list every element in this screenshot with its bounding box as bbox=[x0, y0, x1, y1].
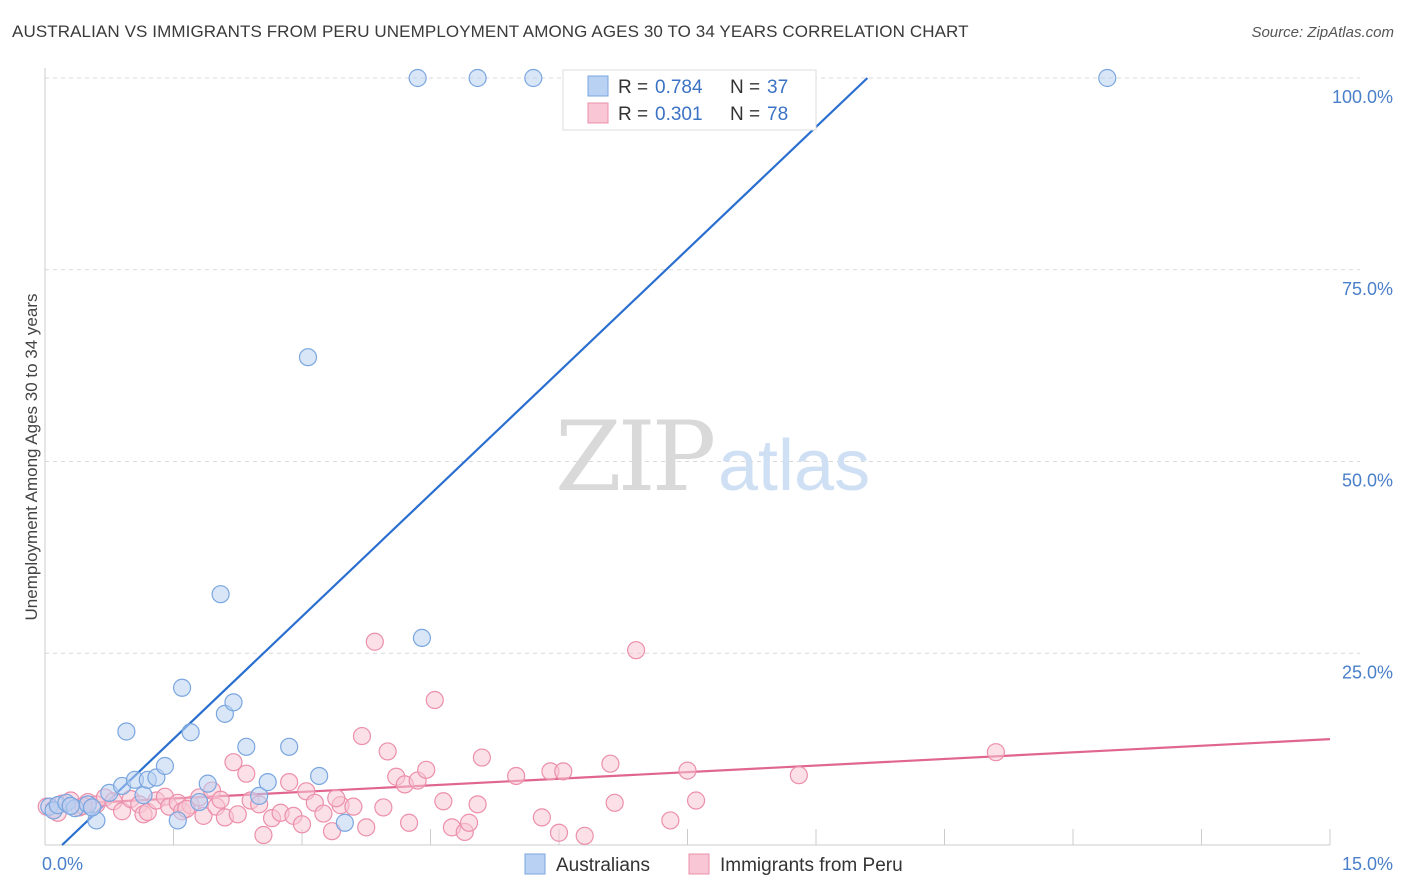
point-peru bbox=[280, 773, 299, 792]
legend-r-value-peru: 0.301 bbox=[655, 104, 703, 125]
point-peru bbox=[678, 761, 697, 780]
axis-labels: 25.0% 50.0% 75.0% 100.0% 0.0% 15.0% bbox=[42, 87, 1393, 874]
point-australians bbox=[258, 773, 277, 792]
point-australians bbox=[134, 786, 153, 805]
point-peru bbox=[357, 818, 376, 837]
point-peru bbox=[459, 813, 479, 832]
point-australians bbox=[408, 68, 427, 88]
point-australians bbox=[181, 723, 200, 742]
point-australians bbox=[412, 628, 432, 648]
point-peru bbox=[292, 815, 312, 834]
legend-r-label-peru: R = bbox=[618, 104, 648, 125]
point-australians bbox=[117, 722, 136, 741]
point-peru bbox=[228, 805, 247, 824]
point-australians bbox=[198, 774, 217, 793]
y-tick-label: 100.0% bbox=[1332, 87, 1393, 107]
watermark: ZIP atlas bbox=[555, 401, 870, 513]
legend-n-value-australians: 37 bbox=[767, 77, 788, 98]
legend-r-label-australians: R = bbox=[618, 77, 648, 98]
y-axis-label: Unemployment Among Ages 30 to 34 years bbox=[22, 294, 41, 621]
point-peru bbox=[254, 825, 273, 845]
point-peru bbox=[365, 632, 384, 651]
point-peru bbox=[378, 742, 397, 761]
point-australians bbox=[310, 766, 329, 786]
point-peru bbox=[352, 726, 372, 746]
point-peru bbox=[224, 753, 243, 772]
point-australians bbox=[237, 737, 256, 756]
point-peru bbox=[626, 641, 646, 660]
point-australians bbox=[155, 756, 175, 776]
legend-n-label-peru: N = bbox=[730, 104, 760, 125]
legend-r-value-australians: 0.784 bbox=[655, 77, 703, 98]
y-tick-label: 50.0% bbox=[1342, 471, 1393, 491]
legend: R = 0.784 N = 37 R = 0.301 N = 78 bbox=[562, 69, 817, 131]
point-australians bbox=[83, 798, 102, 817]
x-tick-label: 15.0% bbox=[1342, 854, 1393, 874]
point-peru bbox=[417, 760, 436, 779]
point-peru bbox=[314, 804, 333, 823]
point-australians bbox=[168, 811, 187, 830]
point-australians bbox=[280, 737, 299, 756]
legend-swatch-australians bbox=[587, 75, 609, 97]
point-peru bbox=[507, 766, 526, 786]
point-peru bbox=[399, 813, 419, 832]
point-peru bbox=[549, 823, 569, 842]
point-peru bbox=[434, 792, 453, 811]
point-peru bbox=[327, 789, 346, 808]
point-peru bbox=[374, 798, 393, 817]
point-peru bbox=[686, 791, 706, 810]
point-peru bbox=[532, 808, 551, 827]
point-peru bbox=[605, 793, 624, 812]
watermark-atlas: atlas bbox=[718, 426, 870, 506]
point-australians bbox=[250, 786, 269, 806]
watermark-zip: ZIP bbox=[555, 401, 714, 513]
point-peru bbox=[554, 762, 573, 781]
point-australians bbox=[224, 693, 243, 712]
point-peru bbox=[575, 826, 594, 845]
bottom-legend-swatch-peru bbox=[688, 853, 710, 875]
point-peru bbox=[472, 748, 491, 767]
y-tick-label: 75.0% bbox=[1342, 279, 1393, 299]
point-peru bbox=[237, 764, 256, 783]
point-peru bbox=[661, 811, 680, 830]
point-australians bbox=[335, 813, 354, 832]
point-australians bbox=[190, 792, 209, 812]
point-peru bbox=[789, 766, 808, 785]
point-peru bbox=[112, 802, 132, 821]
point-australians bbox=[211, 585, 230, 604]
chart-title: AUSTRALIAN VS IMMIGRANTS FROM PERU UNEMP… bbox=[12, 22, 969, 41]
data-points bbox=[37, 68, 1117, 845]
point-peru bbox=[344, 797, 363, 816]
source-credit: Source: ZipAtlas.com bbox=[1251, 24, 1394, 41]
legend-n-label-australians: N = bbox=[730, 77, 760, 98]
point-australians bbox=[1098, 68, 1117, 88]
point-peru bbox=[986, 743, 1006, 762]
trendline-australians bbox=[61, 77, 869, 846]
legend-swatch-peru bbox=[587, 102, 609, 124]
point-peru bbox=[425, 690, 444, 710]
point-australians bbox=[172, 678, 192, 697]
x-tick-label: 0.0% bbox=[42, 854, 83, 874]
point-peru bbox=[322, 822, 342, 841]
point-australians bbox=[298, 348, 318, 367]
point-australians bbox=[524, 68, 543, 88]
bottom-legend-label-australians: Australians bbox=[556, 855, 650, 876]
point-peru bbox=[211, 790, 230, 809]
legend-n-value-peru: 78 bbox=[767, 104, 788, 125]
bottom-legend: Australians Immigrants from Peru bbox=[524, 853, 903, 876]
bottom-legend-label-peru: Immigrants from Peru bbox=[720, 855, 903, 876]
point-australians bbox=[61, 796, 80, 815]
point-peru bbox=[468, 795, 487, 814]
point-peru bbox=[601, 754, 620, 773]
y-tick-label: 25.0% bbox=[1342, 662, 1393, 682]
point-australians bbox=[468, 68, 487, 88]
bottom-legend-swatch-australians bbox=[524, 853, 546, 875]
